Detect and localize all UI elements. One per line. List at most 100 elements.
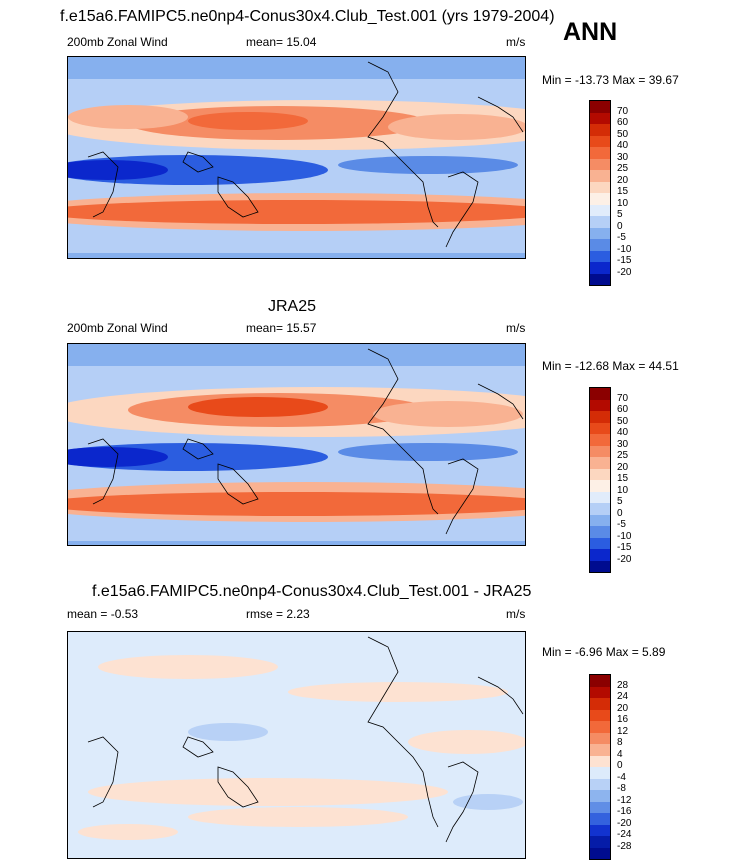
panel-obs-mean: mean= 15.57: [246, 321, 317, 335]
panel-diff-rmse: rmse = 2.23: [246, 607, 310, 621]
colorbar-swatch: [590, 675, 610, 687]
colorbar-boxes: [589, 387, 611, 573]
panel-obs-left-label: 200mb Zonal Wind: [67, 321, 168, 335]
colorbar-swatch: [590, 755, 610, 767]
colorbar-swatch: [590, 262, 610, 274]
colorbar-swatch: [590, 491, 610, 503]
panel-model-map: [67, 56, 526, 259]
colorbar-level-label: -12: [617, 794, 632, 806]
panel-obs-units: m/s: [506, 321, 526, 335]
panel-diff-map: [67, 631, 526, 859]
colorbar-swatch: [590, 526, 610, 538]
colorbar-level-label: 20: [617, 702, 629, 714]
colorbar-swatch: [590, 227, 610, 239]
colorbar-level-label: -20: [617, 553, 632, 565]
colorbar-level-label: 10: [617, 484, 629, 496]
colorbar-swatch: [590, 549, 610, 561]
colorbar-swatch: [590, 422, 610, 434]
colorbar-level-label: -5: [617, 519, 626, 530]
colorbar-level-label: 4: [617, 748, 623, 760]
colorbar-swatch: [590, 686, 610, 698]
colorbar-swatch: [590, 101, 610, 113]
colorbar-level-label: 8: [617, 737, 623, 748]
colorbar-swatch: [590, 721, 610, 733]
colorbar-level-label: 20: [617, 461, 629, 473]
colorbar-swatch: [590, 147, 610, 159]
map-model-svg: [68, 57, 525, 258]
colorbar-level-label: 25: [617, 163, 629, 174]
colorbar-level-label: 40: [617, 140, 629, 151]
colorbar-swatch: [590, 778, 610, 790]
colorbar-level-label: -10: [617, 243, 632, 255]
colorbar-swatch: [590, 193, 610, 205]
colorbar-swatch: [590, 790, 610, 802]
colorbar-swatch: [590, 411, 610, 423]
colorbar-level-label: 0: [617, 220, 623, 232]
colorbar-level-label: 70: [617, 105, 629, 117]
season-label: ANN: [563, 18, 618, 46]
colorbar-level-label: -10: [617, 530, 632, 542]
colorbar-level-label: 60: [617, 404, 629, 415]
colorbar-level-label: -20: [617, 817, 632, 829]
colorbar-level-label: 5: [617, 209, 623, 220]
map-diff-svg: [68, 632, 525, 858]
figure-title: f.e15a6.FAMIPC5.ne0np4-Conus30x4.Club_Te…: [60, 8, 555, 25]
colorbar-swatch: [590, 399, 610, 411]
colorbar-swatch: [590, 836, 610, 848]
colorbar-swatch: [590, 181, 610, 193]
colorbar-swatch: [590, 216, 610, 228]
panel-model-left-label: 200mb Zonal Wind: [67, 35, 168, 49]
colorbar-swatch: [590, 112, 610, 124]
colorbar-level-label: -8: [617, 783, 626, 794]
panel-model-minmax: Min = -13.73 Max = 39.67: [542, 73, 679, 87]
colorbar-swatch: [590, 767, 610, 779]
colorbar-swatch: [590, 273, 610, 285]
colorbar-swatch: [590, 801, 610, 813]
colorbar-swatch: [590, 709, 610, 721]
colorbar-swatch: [590, 239, 610, 251]
panel-diff-units: m/s: [506, 607, 526, 621]
colorbar-swatch: [590, 388, 610, 400]
colorbar-level-label: 15: [617, 186, 629, 197]
colorbar-swatch: [590, 503, 610, 515]
map-obs-svg: [68, 344, 525, 545]
colorbar-swatch: [590, 457, 610, 469]
colorbar-level-label: 30: [617, 438, 629, 450]
colorbar-swatch: [590, 698, 610, 710]
colorbar-level-label: 0: [617, 507, 623, 519]
colorbar-level-label: 28: [617, 679, 629, 691]
colorbar-swatch: [590, 847, 610, 859]
colorbar-level-label: 20: [617, 174, 629, 186]
colorbar-swatch: [590, 158, 610, 170]
panel-obs-minmax: Min = -12.68 Max = 44.51: [542, 359, 679, 373]
colorbar-swatch: [590, 434, 610, 446]
colorbar-level-label: -16: [617, 806, 632, 817]
colorbar-boxes: [589, 100, 611, 286]
panel-diff-mean: mean = -0.53: [67, 607, 139, 621]
colorbar-level-label: 50: [617, 415, 629, 427]
colorbar-level-label: 15: [617, 473, 629, 484]
colorbar-level-label: 24: [617, 691, 629, 702]
colorbar-level-label: 12: [617, 725, 629, 737]
colorbar-swatch: [590, 537, 610, 549]
colorbar-level-label: -20: [617, 266, 632, 278]
colorbar-swatch: [590, 124, 610, 136]
colorbar-swatch: [590, 135, 610, 147]
colorbar-level-label: -15: [617, 542, 632, 553]
colorbar-level-label: 5: [617, 496, 623, 507]
colorbar-level-label: 16: [617, 714, 629, 725]
colorbar-level-label: -28: [617, 840, 632, 852]
colorbar-swatch: [590, 824, 610, 836]
colorbar-level-label: 60: [617, 117, 629, 128]
colorbar-level-label: -5: [617, 232, 626, 243]
colorbar-swatch: [590, 480, 610, 492]
colorbar-swatch: [590, 204, 610, 216]
colorbar-swatch: [590, 514, 610, 526]
panel-model-mean: mean= 15.04: [246, 35, 317, 49]
colorbar-swatch: [590, 468, 610, 480]
colorbar-swatch: [590, 744, 610, 756]
colorbar-level-label: -24: [617, 829, 632, 840]
panel-diff-minmax: Min = -6.96 Max = 5.89: [542, 645, 666, 659]
colorbar-swatch: [590, 250, 610, 262]
colorbar-boxes: [589, 674, 611, 860]
